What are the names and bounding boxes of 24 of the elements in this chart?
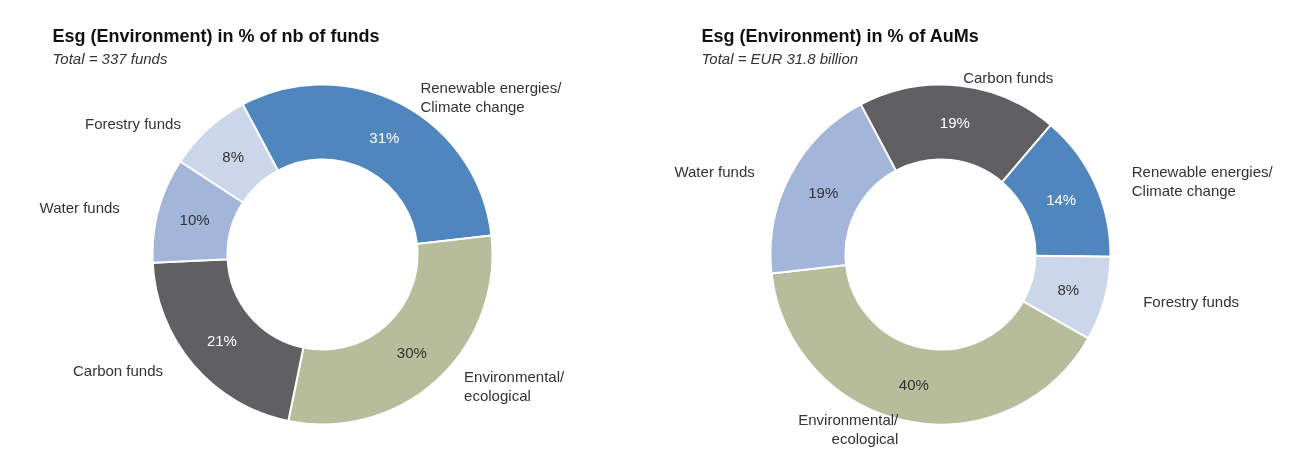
slice-label: Forestry funds (1143, 292, 1240, 310)
slice-label: Water funds (674, 162, 755, 180)
data-label: 14% (1046, 191, 1077, 209)
slice-label: Environmental/ ecological (798, 411, 900, 447)
data-label: 8% (1057, 280, 1080, 298)
data-label: 21% (206, 332, 237, 350)
data-label: 8% (222, 148, 244, 166)
data-label: 19% (939, 114, 970, 132)
data-label: 31% (369, 128, 400, 146)
data-label: 19% (808, 184, 839, 202)
slice-label: Carbon funds (963, 69, 1054, 87)
slice-label: Environmental/ ecological (464, 368, 565, 404)
chart-subtitle: Total = 337 funds (52, 50, 168, 67)
slice-label: Water funds (39, 199, 120, 217)
slice-label: Forestry funds (85, 114, 181, 132)
data-label: 30% (396, 343, 427, 361)
chart-title: Esg (Environment) in % of AuMs (701, 25, 979, 46)
data-label: 10% (179, 211, 210, 229)
chart-title: Esg (Environment) in % of nb of funds (52, 25, 380, 46)
slice-label: Renewable energies/ Climate change (1131, 163, 1274, 199)
slice-label: Renewable energies/ Climate change (420, 79, 563, 115)
data-label: 40% (898, 375, 929, 393)
chart-subtitle: Total = EUR 31.8 billion (701, 50, 859, 67)
slice-label: Carbon funds (72, 361, 164, 379)
